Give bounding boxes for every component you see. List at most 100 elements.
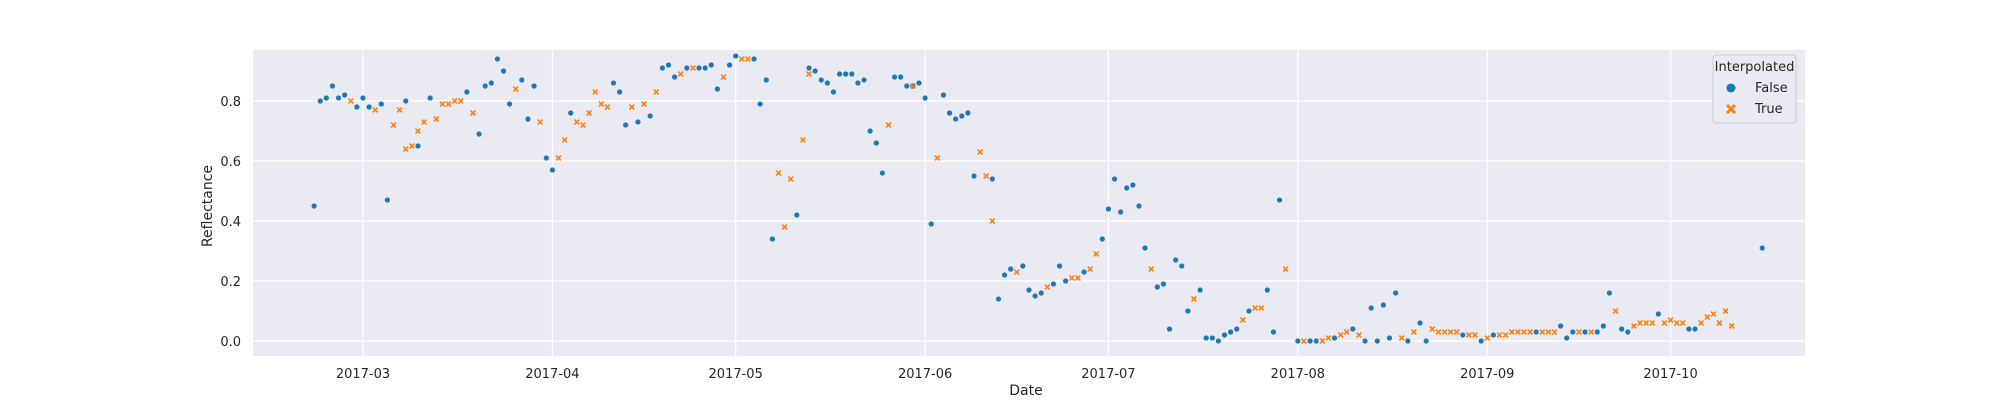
point-true [1453,329,1460,335]
point-false [1533,329,1539,335]
point-false [1582,329,1588,335]
point-false [635,119,641,125]
point-true [1710,311,1717,317]
point-true [1319,338,1326,344]
point-true [885,122,892,128]
point-true [1496,332,1503,338]
point-true [573,119,580,125]
point-true [1465,332,1472,338]
point-false [617,89,623,95]
point-true [445,101,452,107]
point-false [1234,326,1240,332]
point-true [989,218,996,224]
point-false [1405,338,1411,344]
legend-label-false: False [1755,81,1788,96]
point-false [965,110,971,116]
point-false [342,92,348,98]
point-false [1063,278,1069,284]
point-true [1527,329,1534,335]
point-false [1759,245,1765,251]
point-false [971,173,977,179]
point-false [507,101,513,107]
point-false [1594,329,1600,335]
point-true [372,107,379,113]
point-false [464,89,470,95]
point-false [989,176,995,182]
point-true [604,104,611,110]
point-true [433,116,440,122]
point-false [1001,272,1008,278]
point-false [1564,335,1570,341]
point-true [1300,338,1307,344]
point-false [1154,284,1160,290]
point-false [696,65,702,71]
point-true [415,128,421,134]
point-true [586,110,593,116]
point-true [983,173,990,179]
point-false [1417,320,1423,326]
point-false [1655,311,1661,317]
point-false [360,95,366,101]
point-true [402,146,409,152]
point-false [494,56,501,62]
point-true [1148,266,1155,272]
point-true [1013,269,1020,275]
point-true [1068,275,1075,281]
point-false [354,104,360,110]
point-false [879,170,885,176]
point-false [763,77,769,83]
point-true [1545,329,1552,335]
point-true [738,56,745,62]
legend-label-true: True [1754,102,1783,117]
point-true [1191,296,1197,302]
point-true [1282,266,1289,272]
point-false [329,83,336,89]
point-false [1295,338,1301,344]
x-tick-labels: 2017-03 2017-04 2017-05 2017-06 2017-07 2017-… [336,367,1698,382]
point-true [1661,320,1668,326]
point-false [726,62,733,68]
point-false [1478,338,1484,344]
point-false [806,65,812,71]
point-false [1166,326,1173,332]
point-false [647,113,653,119]
point-true [421,119,428,125]
point-false [1026,287,1032,293]
point-true [689,65,696,71]
point-false [1105,206,1112,212]
point-false [1557,323,1564,329]
point-false [1203,335,1209,341]
point-true [799,137,806,143]
point-true [537,119,544,125]
point-false [610,80,617,86]
point-false [1423,338,1429,344]
point-false [1124,185,1130,191]
point-true [1667,317,1674,323]
point-false [311,203,317,209]
point-false [836,71,843,77]
point-true [1630,323,1637,329]
point-false [1393,290,1399,296]
point-false [1490,332,1496,338]
point-true [470,110,476,116]
point-true [909,83,916,89]
point-false [378,101,384,107]
y-tick-label: 0.4 [220,215,241,230]
point-false [959,113,965,119]
x-tick-label: 2017-10 [1643,367,1697,382]
point-false [1307,338,1313,344]
legend-title: Interpolated [1715,60,1795,75]
point-true [1588,329,1595,335]
point-false [1142,245,1148,251]
point-false [1020,263,1026,269]
point-true [1520,329,1527,335]
point-false [898,74,904,80]
point-false [812,68,818,74]
point-false [1368,305,1374,311]
y-tick-labels: 0.0 0.2 0.4 0.6 0.8 [220,95,241,350]
point-false [1081,269,1087,275]
point-true [347,98,354,104]
point-false [1221,332,1228,338]
point-false [1625,329,1631,335]
point-true [1044,284,1051,290]
